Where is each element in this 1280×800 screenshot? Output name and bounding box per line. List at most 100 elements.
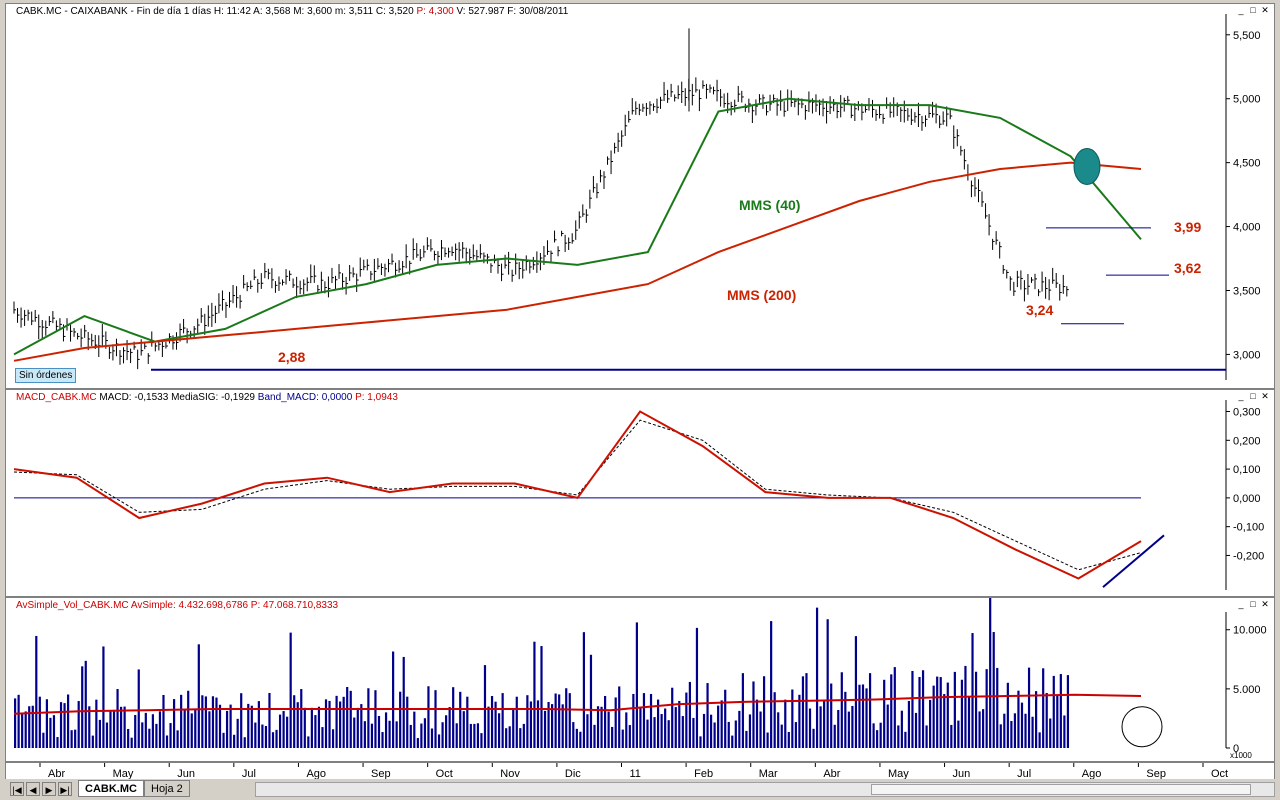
volume-bar: [921, 670, 925, 748]
volume-bar: [370, 723, 374, 748]
volume-bar: [469, 723, 472, 748]
mms200-line: [13, 161, 1142, 362]
x-tick-label: Jun: [177, 768, 195, 779]
first-sheet-icon[interactable]: |◀: [10, 782, 24, 796]
macd-panel[interactable]: MACD_CABK.MC MACD: -0,1533 MediaSIG: -0,…: [5, 389, 1275, 597]
vol-y-tick-label: 0: [1233, 743, 1239, 755]
volume-bar: [233, 734, 236, 748]
horizontal-scrollbar[interactable]: [255, 782, 1275, 797]
x-axis: Abr May Jun Jul Ago Sep Oct Nov Dic 11 Feb Mar Abr Ma…: [5, 762, 1275, 780]
volume-bar: [985, 669, 988, 748]
volume-bar: [151, 714, 154, 748]
volume-bar: [1042, 668, 1045, 748]
macd-window-controls: _ □ ✕: [1236, 391, 1270, 401]
macd-y-tick-label: 0,100: [1233, 464, 1261, 476]
restore-icon[interactable]: □: [1250, 599, 1256, 609]
volume-bar: [459, 691, 462, 748]
volume-bar: [674, 707, 677, 748]
volume-bar: [95, 699, 98, 748]
tab-cabk[interactable]: CABK.MC: [78, 780, 144, 797]
volume-bar: [812, 728, 815, 748]
volume-bar: [271, 732, 275, 748]
volume-bar: [1035, 691, 1038, 748]
volume-bar: [28, 706, 31, 748]
volume-bar: [201, 695, 204, 748]
volume-bar: [872, 723, 875, 748]
volume-bar: [607, 711, 610, 748]
volume-bar: [897, 725, 900, 748]
volume-bar: [77, 701, 80, 748]
volume-bar: [141, 722, 144, 748]
volume-bar: [547, 702, 550, 748]
volume-bar: [762, 676, 766, 748]
close-icon[interactable]: ✕: [1261, 391, 1269, 401]
volume-bar: [717, 705, 720, 748]
volume-bar: [628, 725, 631, 748]
volume-bar: [134, 715, 137, 748]
sin-ordenes-button[interactable]: Sin órdenes: [15, 368, 77, 383]
volume-bar: [247, 703, 250, 748]
volume-bar: [74, 729, 77, 748]
volume-bar: [423, 718, 427, 748]
volume-bar: [1020, 702, 1024, 748]
x-tick-label: Mar: [759, 768, 778, 779]
symbol-text: CABK.MC - CAIXABANK - Fin de día 1 días: [16, 6, 212, 17]
volume-bar: [978, 711, 981, 748]
prev-sheet-icon[interactable]: ◀: [26, 782, 40, 796]
volume-bar: [833, 724, 836, 748]
close-icon[interactable]: ✕: [1261, 599, 1269, 609]
mms40-label: MMS (40): [739, 197, 800, 213]
volume-bar: [526, 695, 529, 748]
volume-bar: [342, 696, 345, 748]
next-sheet-icon[interactable]: ▶: [42, 782, 56, 796]
restore-icon[interactable]: □: [1250, 5, 1256, 15]
minimize-icon[interactable]: _: [1238, 599, 1244, 609]
volume-panel[interactable]: AvSimple_Vol_CABK.MC AvSimple: 4.432.698…: [5, 597, 1275, 762]
vol-name: AvSimple_Vol_CABK.MC: [16, 600, 129, 611]
volume-bar: [328, 700, 331, 748]
volume-bar: [982, 709, 985, 748]
volume-bar: [731, 735, 734, 748]
volume-bar: [745, 730, 748, 748]
x-tick-label: Abr: [823, 768, 840, 779]
macd-y-tick-label: 0,200: [1233, 435, 1261, 447]
volume-bar: [314, 715, 317, 748]
macd-chart: 0,300 0,200 0,100 0,000 -0,100 -0,200: [13, 400, 1264, 590]
volume-bar: [392, 651, 395, 748]
volume-bar: [953, 671, 956, 748]
x-tick-label: Dic: [565, 768, 581, 779]
volume-bar: [278, 714, 282, 748]
volume-bar: [45, 699, 48, 748]
volume-bar: [24, 711, 27, 748]
last-sheet-icon[interactable]: ▶|: [58, 782, 72, 796]
price-panel[interactable]: CABK.MC - CAIXABANK - Fin de día 1 días …: [5, 3, 1275, 389]
volume-bar: [847, 711, 850, 748]
volume-bar: [837, 709, 840, 748]
restore-icon[interactable]: □: [1250, 391, 1256, 401]
volume-bar: [600, 706, 603, 748]
volume-bar: [300, 689, 303, 748]
volume-bar: [791, 689, 794, 748]
volume-bar: [911, 670, 914, 748]
volume-bar: [568, 693, 571, 748]
x-tick-label: Jul: [1017, 768, 1031, 779]
minimize-icon[interactable]: _: [1238, 391, 1244, 401]
volume-bar: [540, 646, 543, 748]
volume-bar: [119, 706, 123, 748]
level-399-label: 3,99: [1174, 219, 1201, 235]
volume-bar: [508, 726, 511, 748]
volume-bar: [321, 727, 324, 748]
volume-bar: [999, 724, 1002, 748]
volume-bar: [664, 708, 667, 748]
scrollbar-thumb[interactable]: [871, 784, 1251, 795]
volume-bar: [561, 704, 564, 748]
minimize-icon[interactable]: _: [1238, 5, 1244, 15]
volume-bar: [384, 712, 388, 748]
close-icon[interactable]: ✕: [1261, 5, 1269, 15]
macd-y-tick-label: -0,200: [1233, 550, 1264, 562]
volume-bar: [572, 722, 575, 748]
volume-bar: [130, 737, 133, 748]
tab-hoja2[interactable]: Hoja 2: [144, 780, 190, 797]
volume-bar: [695, 627, 699, 748]
volume-bar: [324, 699, 328, 748]
